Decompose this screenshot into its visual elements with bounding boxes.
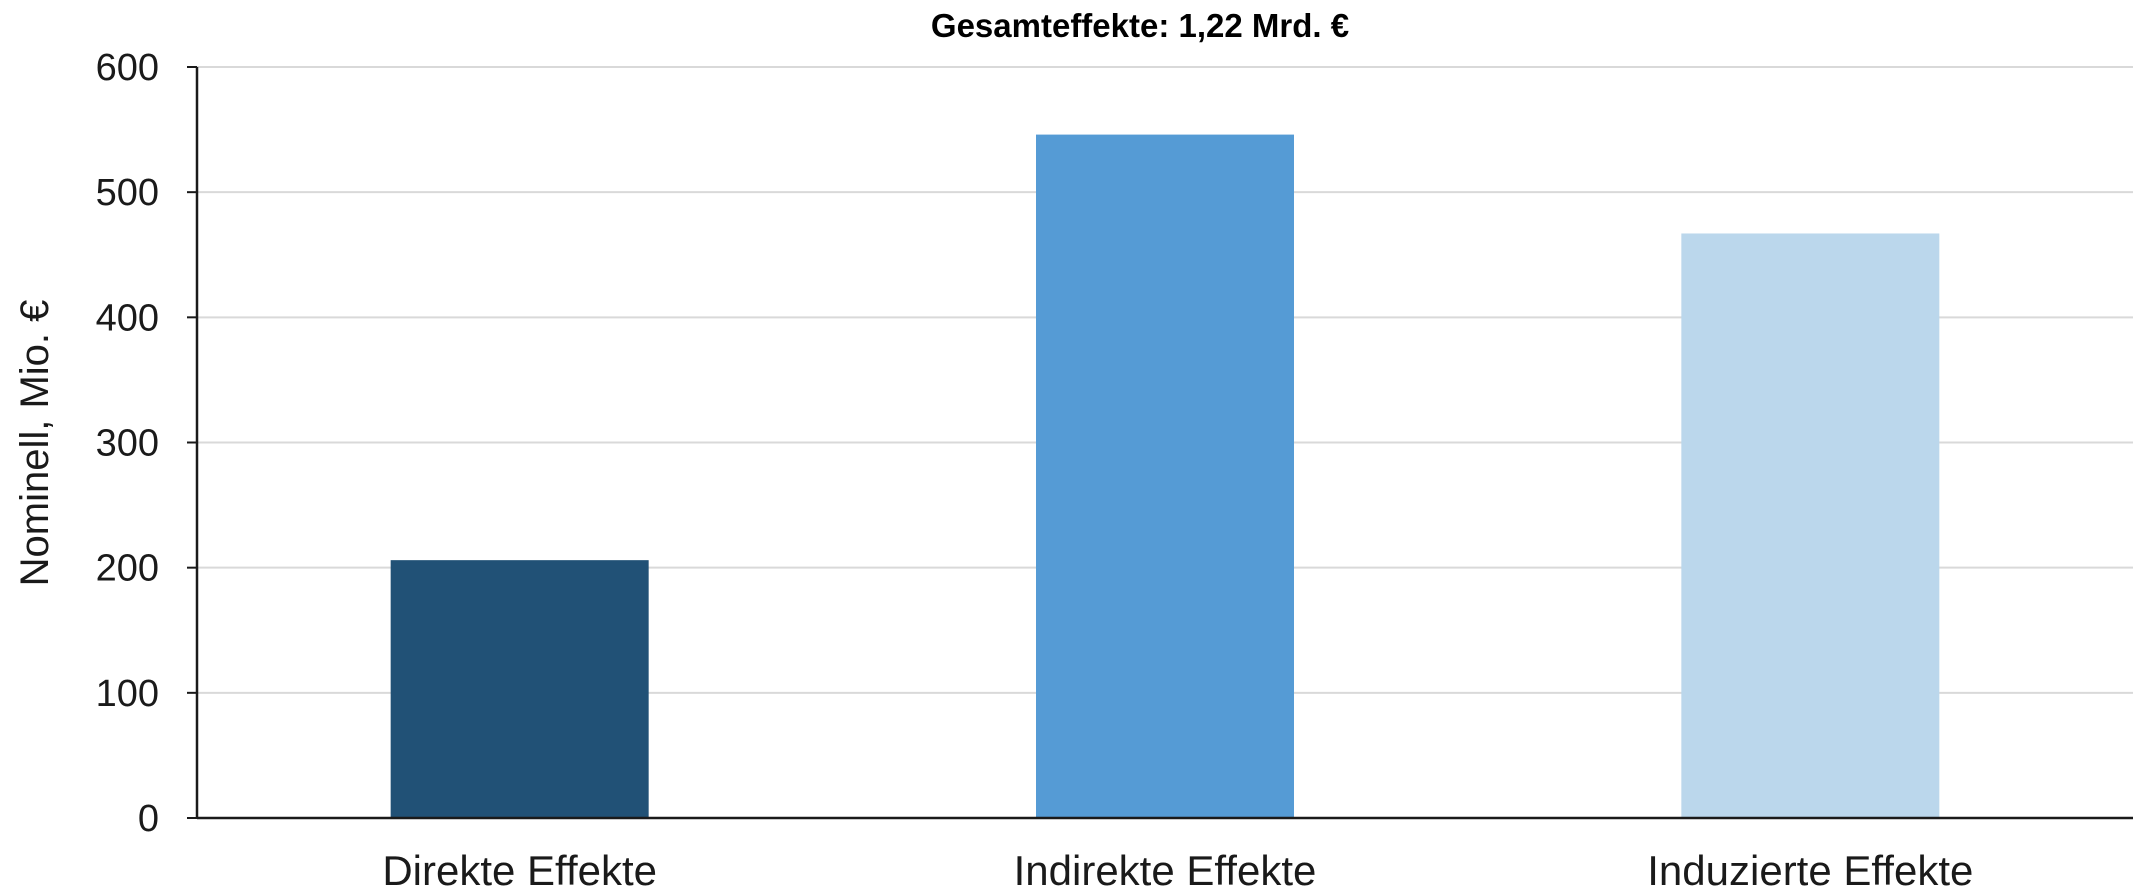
bar-induzierte-effekte: [1681, 233, 1940, 818]
y-tick-label: 200: [96, 548, 159, 590]
x-category-label: Induzierte Effekte: [1647, 847, 1973, 891]
y-tick-label: 600: [96, 47, 159, 89]
bar-indirekte-effekte: [1036, 134, 1294, 819]
chart-title: Gesamteffekte: 1,22 Mrd. €: [931, 7, 1349, 44]
y-tick-label: 300: [96, 423, 159, 465]
x-category-label: Indirekte Effekte: [1014, 847, 1317, 891]
y-tick-label: 400: [96, 297, 159, 339]
y-tick-label: 100: [96, 673, 159, 715]
bars: [390, 134, 1940, 819]
y-axis-label: Nominell, Mio. €: [13, 300, 57, 587]
y-ticks: 0 100 200 300 400 500 600: [96, 47, 197, 840]
x-category-label: Direkte Effekte: [382, 847, 657, 891]
bar-direkte-effekte: [390, 560, 649, 818]
y-tick-label: 500: [96, 172, 159, 214]
x-category-labels: Direkte Effekte Indirekte Effekte Induzier…: [382, 847, 1973, 891]
y-tick-label: 0: [138, 798, 159, 840]
